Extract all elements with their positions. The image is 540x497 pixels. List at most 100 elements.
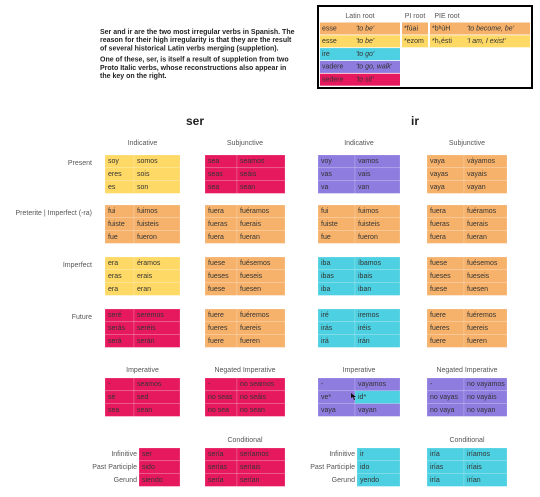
key-latin: vadere xyxy=(322,64,344,71)
conjugation: sean xyxy=(240,184,255,191)
conjugation: son xyxy=(137,184,148,191)
conjugation: fuésemos xyxy=(240,260,271,267)
conjugation: seas xyxy=(208,171,223,178)
conjugation: vaya xyxy=(321,407,336,414)
conjugation: sed xyxy=(137,394,148,401)
conjugation: fueses xyxy=(430,273,451,280)
conjugation: fui xyxy=(108,208,116,215)
conjugation: - xyxy=(208,381,211,388)
conjugation: fueren xyxy=(467,338,487,345)
conjugation-cell xyxy=(133,334,181,348)
intro-paragraph: One of these, ser, is itself a result of… xyxy=(100,56,289,79)
conjugation: fui xyxy=(321,208,329,215)
conjugation: iba xyxy=(321,286,330,293)
conjugation: fuera xyxy=(208,234,224,241)
conjugation-cell xyxy=(236,403,286,417)
nonfinite-label: Past Participle xyxy=(310,464,355,471)
imperative-header: Negated Imperative xyxy=(436,367,497,374)
key-cell xyxy=(430,35,465,48)
conjugation-cell xyxy=(463,460,508,474)
conjugation-cell xyxy=(463,180,508,194)
conjugation: vamos xyxy=(358,158,379,165)
conjugation: no sean xyxy=(240,407,265,414)
conjugation: somos xyxy=(137,158,158,165)
conjugation-cell xyxy=(236,473,286,487)
conjugation: seamos xyxy=(240,158,265,165)
conjugation-cell xyxy=(354,269,401,283)
conjugation: irías xyxy=(430,464,444,471)
conjugation: vaya xyxy=(430,184,445,191)
key-header: Latin root xyxy=(345,13,374,20)
conjugation: seríamos xyxy=(240,451,269,458)
conjugation: no seáis xyxy=(240,394,267,401)
conjugation: fuera xyxy=(430,208,446,215)
key-pie: *h₁ésti xyxy=(432,38,452,45)
nonfinite-label: Past Participle xyxy=(92,464,137,471)
conjugation-cell xyxy=(236,230,286,244)
conjugation-cell xyxy=(426,377,465,392)
conjugation: fuisteis xyxy=(137,221,159,228)
conjugation: éramos xyxy=(137,260,161,267)
conjugation: iré xyxy=(321,312,329,319)
conjugation: fuere xyxy=(208,338,224,345)
conjugation: iremos xyxy=(358,312,380,319)
key-header: PIE root xyxy=(434,13,459,20)
conjugation-cell xyxy=(236,269,286,283)
key-meaning: 'to be' xyxy=(356,38,375,45)
key-cell xyxy=(430,22,465,35)
conjugation: fuese xyxy=(208,260,225,267)
conjugation-cell xyxy=(133,390,181,404)
conjugation: fuera xyxy=(430,234,446,241)
nonfinite-form: sido xyxy=(142,464,155,471)
conjugation: fueras xyxy=(430,221,450,228)
conjugation-cell xyxy=(463,230,508,244)
key-cell xyxy=(402,22,428,35)
conjugation-cell xyxy=(133,403,181,417)
conjugation: vas xyxy=(321,171,332,178)
conjugation-cell xyxy=(236,180,286,194)
conjugation: fuimos xyxy=(137,208,158,215)
conjugation: seamos xyxy=(137,381,162,388)
row-label: Preterite | Imperfect (-ra) xyxy=(15,210,92,217)
conjugation-cell xyxy=(354,334,401,348)
conjugation: ibais xyxy=(358,273,373,280)
conjugation: sé xyxy=(108,394,116,401)
nonfinite-form: ido xyxy=(360,464,369,471)
nonfinite-label: Infinitive xyxy=(111,451,137,458)
key-meaning: 'to sit' xyxy=(356,77,374,84)
intro-paragraph: Ser and ir are the two most irregular ve… xyxy=(100,29,295,52)
conjugation: sería xyxy=(208,451,224,458)
conditional-header: Conditional xyxy=(449,437,484,444)
verb-title: ser xyxy=(186,114,204,128)
conjugation: sea xyxy=(108,407,119,414)
conjugation: irás xyxy=(321,325,333,332)
conjugation: sea xyxy=(208,158,219,165)
conjugation: vayan xyxy=(467,184,486,191)
nonfinite-form: ser xyxy=(142,451,152,458)
conjugation: sean xyxy=(137,407,152,414)
conjugation-cell xyxy=(236,390,286,404)
conjugation: fueran xyxy=(240,234,260,241)
conjugation: vayais xyxy=(467,171,487,178)
conjugation: fuesen xyxy=(240,286,261,293)
conjugation: iría xyxy=(430,477,440,484)
key-pie-meaning: 'I am, I exist' xyxy=(467,38,506,45)
conjugation: es xyxy=(108,184,116,191)
nonfinite-cell xyxy=(138,460,181,474)
conjugation: serían xyxy=(240,477,260,484)
conjugation: eran xyxy=(137,286,151,293)
arrow-icon xyxy=(351,393,356,400)
conjugation: fue xyxy=(321,234,331,241)
conjugation: iba xyxy=(321,260,330,267)
imperative-header: Negated Imperative xyxy=(214,367,275,374)
conjugation: vaya xyxy=(430,158,445,165)
conjugation: serás xyxy=(108,325,126,332)
conjugation: - xyxy=(108,381,111,388)
key-cell xyxy=(320,60,354,73)
conjugation-cell xyxy=(463,321,508,335)
conjugation: fuese xyxy=(430,260,447,267)
conjugation: fuéramos xyxy=(467,208,497,215)
row-label: Present xyxy=(68,160,92,167)
conjugation: voy xyxy=(321,158,332,165)
conjugation: no vayáis xyxy=(467,394,497,401)
